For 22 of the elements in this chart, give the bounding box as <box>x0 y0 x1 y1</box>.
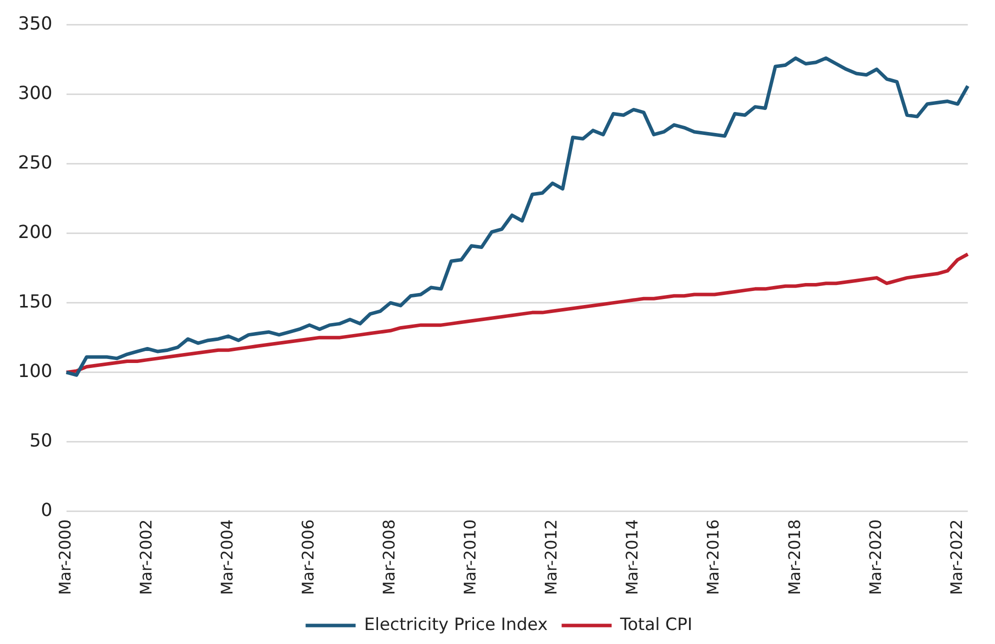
x-tick-label: Mar-2022 <box>946 519 966 595</box>
x-tick-label: Mar-2014 <box>622 519 642 595</box>
y-tick-label: 350 <box>18 13 52 34</box>
x-tick-label: Mar-2008 <box>380 519 399 595</box>
y-tick-label: 300 <box>18 82 52 104</box>
y-tick-label: 150 <box>18 291 52 312</box>
y-tick-label: 50 <box>29 430 52 452</box>
x-tick-label: Mar-2016 <box>704 519 723 595</box>
x-tick-label: Mar-2006 <box>298 519 318 595</box>
x-tick-label: Mar-2004 <box>218 519 237 595</box>
y-tick-label: 200 <box>18 222 52 243</box>
y-tick-label: 250 <box>18 152 52 174</box>
x-tick-label: Mar-2000 <box>56 519 75 595</box>
x-tick-label: Mar-2020 <box>866 519 885 595</box>
x-tick-label: Mar-2010 <box>460 519 480 595</box>
x-tick-label: Mar-2012 <box>542 519 561 595</box>
x-tick-label: Mar-2002 <box>136 519 156 595</box>
y-tick-label: 0 <box>40 500 52 522</box>
legend-label: Total CPI <box>619 614 692 635</box>
x-tick-label: Mar-2018 <box>784 519 804 595</box>
y-tick-label: 100 <box>18 361 52 382</box>
legend-label: Electricity Price Index <box>364 614 548 635</box>
